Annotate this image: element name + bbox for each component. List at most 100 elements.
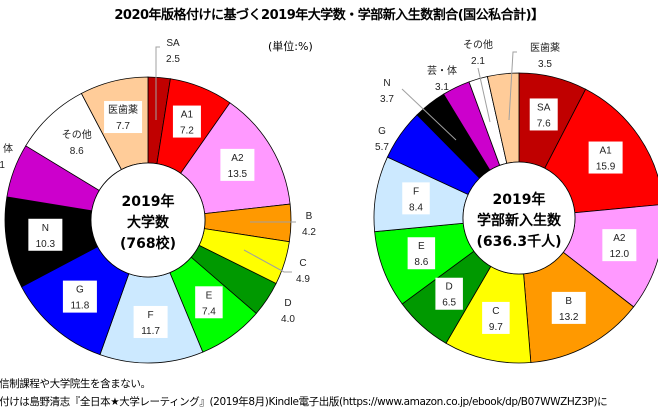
leader-line-n [401, 88, 457, 141]
data-label-E: E 8.6 [407, 237, 436, 270]
category-label: A1 [181, 110, 194, 121]
category-label: N [42, 223, 49, 234]
data-label-A2: A2 12.0 [602, 229, 637, 262]
value-label: 13.5 [228, 169, 248, 180]
category-label: SA [537, 102, 551, 113]
value-label: 11.8 [71, 301, 90, 312]
center-label: 学部新入生数 [477, 212, 562, 229]
data-label-A1: A1 15.9 [588, 141, 623, 174]
value-label: 4.9 [296, 274, 310, 285]
leader-line-sa [155, 46, 160, 120]
label-box [62, 280, 97, 313]
label-box [220, 148, 255, 181]
category-label: G [378, 126, 386, 137]
category-label: その他 [463, 38, 493, 51]
data-label-E: E 7.4 [195, 286, 223, 319]
label-box [133, 305, 168, 338]
category-label: 芸・体 [427, 64, 457, 77]
value-label: 7.2 [180, 126, 194, 137]
category-label: E [206, 290, 213, 301]
label-box [435, 277, 463, 310]
leader-line-other [477, 67, 491, 123]
value-label: 2.1 [471, 56, 485, 67]
label-box [104, 101, 143, 134]
data-label-G: G 11.8 [62, 280, 97, 313]
data-label-B: B 13.2 [551, 291, 586, 324]
value-label: 12.0 [610, 249, 630, 260]
data-label-N: N 3.7 [380, 78, 394, 105]
label-box [172, 105, 201, 138]
footnote-1: 通信制課程や大学院生を含まない。 [0, 378, 151, 390]
data-label-A1: A17.2 [172, 105, 201, 138]
data-label-N: N 10.3 [28, 218, 63, 251]
category-label: 医歯薬 [530, 41, 560, 54]
category-label: B [565, 296, 572, 307]
leader-lines [155, 46, 517, 273]
data-label-芸・体: 芸・体 3.1 [427, 64, 457, 93]
data-label-F: F 8.4 [402, 182, 430, 215]
label-box [195, 286, 223, 319]
donut-hole [462, 161, 576, 275]
value-label: 8.4 [409, 202, 423, 213]
category-label: G [76, 285, 84, 296]
label-box [407, 237, 436, 270]
value-label: 3.5 [538, 59, 552, 70]
data-label-その他: その他 8.6 [62, 128, 92, 157]
unit-note: (単位:%) [268, 40, 313, 53]
data-label-A2: A2 13.5 [220, 148, 255, 181]
label-box [602, 229, 637, 262]
value-label: 9.7 [489, 322, 503, 333]
category-label: A2 [231, 153, 244, 164]
donut-hole [90, 162, 206, 278]
category-label: その他 [62, 128, 92, 141]
value-label: 3.7 [380, 94, 394, 105]
value-label: 8.6 [70, 146, 84, 157]
value-label: 3.1 [435, 82, 449, 93]
data-label-F: F 11.7 [133, 305, 168, 338]
leader-line-c [243, 249, 292, 273]
category-label: B [306, 211, 313, 222]
value-label: 5.7 [375, 142, 389, 153]
data-label-医歯薬: 医歯薬 3.5 [530, 41, 560, 70]
category-label: C [299, 258, 306, 269]
label-box [28, 218, 63, 251]
center-label: (768校) [120, 235, 176, 252]
value-label: 6.1 [0, 160, 5, 171]
category-label: F [148, 310, 154, 321]
data-label-D: D 6.5 [435, 277, 463, 310]
label-box [402, 182, 430, 215]
category-label: A1 [599, 146, 612, 157]
label-box [482, 301, 510, 334]
label-box [588, 141, 623, 174]
center-label: 2019年 [122, 193, 175, 210]
category-label: SA [166, 38, 180, 49]
value-label: 4.2 [302, 227, 316, 238]
data-label-D: D 4.0 [281, 298, 295, 325]
category-label: C [492, 306, 499, 317]
data-label-G: G 5.7 [375, 126, 389, 153]
label-box [551, 291, 586, 324]
value-label: 11.7 [141, 326, 160, 337]
category-label: E [418, 241, 425, 252]
chart-title: 2020年版格付けに基づく2019年大学数・学部新入生数割合(国公私合計)】 [114, 8, 544, 23]
value-label: 2.5 [166, 54, 180, 65]
leader-line-med [508, 51, 517, 121]
value-label: 7.7 [116, 121, 130, 132]
data-label-B: B 4.2 [302, 211, 316, 238]
value-label: 13.2 [559, 312, 579, 323]
category-label: F [413, 186, 419, 197]
category-label: 医歯薬 [108, 103, 138, 116]
donut-chart-1: 2019年大学数(768校)SA2.5A17.2A213.5B4.2C4.9D4… [0, 38, 316, 364]
footnote-2: 格付けは島野清志『全日本★大学レーティング』(2019年8月)Kindle電子出… [0, 396, 608, 408]
data-label-医歯薬: 医歯薬 7.7 [104, 101, 143, 134]
value-label: 7.6 [537, 118, 551, 129]
value-label: 8.6 [414, 257, 428, 268]
center-label: (636.3千人) [476, 233, 561, 250]
value-label: 10.3 [36, 239, 56, 250]
category-label: A2 [613, 233, 626, 244]
value-label: 7.4 [202, 306, 216, 317]
data-label-SA: SA 7.6 [529, 98, 558, 131]
center-label: 大学数 [127, 214, 170, 231]
